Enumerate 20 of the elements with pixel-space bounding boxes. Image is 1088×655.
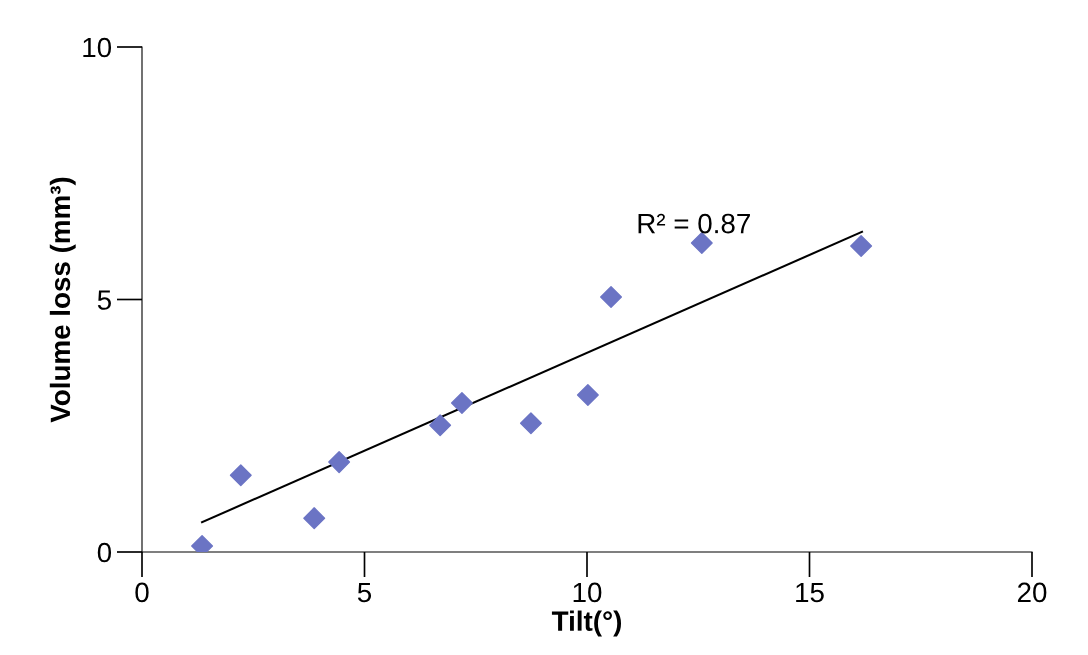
point [519, 412, 542, 435]
point [328, 451, 351, 474]
point [303, 507, 326, 530]
x-tick-label: 10 [573, 582, 602, 603]
point [450, 392, 473, 415]
y-tick-label: 0 [97, 542, 112, 563]
y-tick-label: 10 [83, 37, 112, 58]
x-tick-label: 5 [357, 582, 372, 603]
x-axis-title: Tilt(°) [551, 610, 622, 637]
y-tick-label: 5 [97, 290, 111, 310]
x-tick-label: 0 [135, 582, 149, 603]
x-tick-label: 20 [1017, 582, 1047, 603]
point [850, 234, 873, 257]
point [576, 383, 599, 406]
point [229, 464, 252, 487]
annotation: R² = 0.87 [638, 213, 750, 234]
x-tick-label: 15 [796, 582, 824, 603]
point [600, 285, 623, 308]
point [429, 414, 452, 437]
y-axis-title: Volume loss (mm³) [49, 177, 76, 423]
